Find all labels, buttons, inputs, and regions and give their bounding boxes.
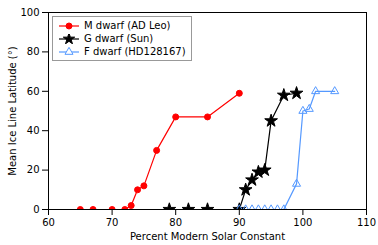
html-text:M dwarf (AD Leo): M dwarf (AD Leo): [84, 20, 171, 31]
html-text:F dwarf (HD128167): F dwarf (HD128167): [84, 46, 186, 57]
svg-text:110: 110: [357, 217, 376, 228]
svg-text:80: 80: [169, 217, 182, 228]
svg-text:70: 70: [106, 217, 119, 228]
svg-text:Mean Ice Line Latitude (°): Mean Ice Line Latitude (°): [7, 46, 18, 175]
svg-text:60: 60: [42, 217, 55, 228]
svg-text:20: 20: [27, 164, 40, 175]
svg-text:0: 0: [33, 204, 39, 215]
svg-text:80: 80: [27, 46, 40, 57]
svg-text:60: 60: [27, 86, 40, 97]
svg-text:40: 40: [27, 125, 40, 136]
svg-text:100: 100: [293, 217, 312, 228]
svg-text:100: 100: [20, 7, 39, 18]
svg-text:90: 90: [233, 217, 246, 228]
html-text:G dwarf (Sun): G dwarf (Sun): [84, 33, 154, 44]
svg-text:Percent Modern Solar Constant: Percent Modern Solar Constant: [130, 231, 285, 242]
